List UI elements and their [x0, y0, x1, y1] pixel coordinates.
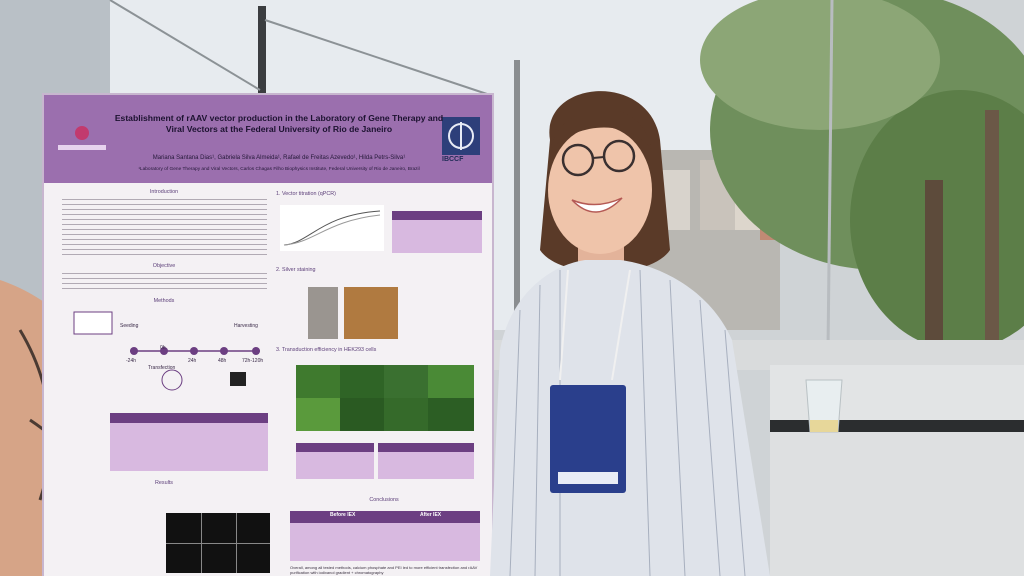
conclusions-footer-text: Overall, among all tested methods, calci… — [290, 565, 478, 575]
research-poster: IBCCF Establishment of rAAV vector produ… — [44, 95, 492, 576]
transduction-table-right — [378, 443, 474, 479]
before-iex-label: Before IEX — [330, 512, 356, 518]
method-label-t2: 24h — [188, 358, 197, 364]
transduction-microscopy — [296, 365, 474, 431]
section-results: Results — [155, 480, 173, 486]
methods-diagram — [73, 311, 260, 391]
silver-stain-gels — [308, 287, 398, 339]
method-label-seeding: Seeding — [120, 323, 139, 329]
section-vector-titration: 1. Vector titration (qPCR) — [276, 191, 336, 197]
introduction-text — [62, 199, 267, 257]
section-introduction: Introduction — [149, 189, 179, 195]
ibccf-logo-text: IBCCF — [442, 156, 464, 163]
section-methods: Methods — [153, 298, 175, 304]
poster-authors: Mariana Santana Dias¹, Gabriela Silva Al… — [152, 155, 406, 161]
methods-table — [110, 413, 268, 471]
street-pole — [514, 60, 520, 330]
conclusions-table: Before IEX After IEX — [290, 511, 480, 561]
poster-title: Establishment of rAAV vector production … — [114, 113, 444, 134]
conference-badge — [550, 385, 626, 493]
wall — [770, 432, 1024, 576]
qpcr-table — [392, 211, 482, 253]
method-label-t0: -24h — [126, 358, 137, 364]
lab-logo-icon — [54, 121, 110, 155]
qpcr-plot — [280, 205, 384, 251]
person-presenter — [490, 91, 770, 576]
ibccf-logo-icon — [442, 117, 480, 155]
section-transduction: 3. Transduction efficiency in HEK293 cel… — [276, 347, 377, 353]
glasses-icon — [561, 143, 595, 177]
method-label-transfection: Transfection — [148, 365, 176, 371]
poster-affiliation: ¹Laboratory of Gene Therapy and Viral Ve… — [138, 167, 420, 172]
method-label-harvesting: Harvesting — [234, 323, 258, 329]
method-label-t3: 48h — [218, 358, 227, 364]
section-conclusions: Conclusions — [369, 497, 399, 503]
method-label-t4: 72h-120h — [242, 358, 264, 364]
method-label-t1: 0h — [160, 345, 166, 351]
section-silver-staining: 2. Silver staining — [276, 267, 316, 273]
face — [548, 126, 652, 254]
striped-shirt — [490, 260, 770, 576]
objective-text — [62, 273, 267, 291]
microscopy-grid-left — [166, 513, 270, 573]
after-iex-label: After IEX — [420, 512, 442, 518]
poster-header — [44, 95, 492, 183]
transduction-table-left — [296, 443, 374, 479]
section-objective: Objective — [152, 263, 176, 269]
